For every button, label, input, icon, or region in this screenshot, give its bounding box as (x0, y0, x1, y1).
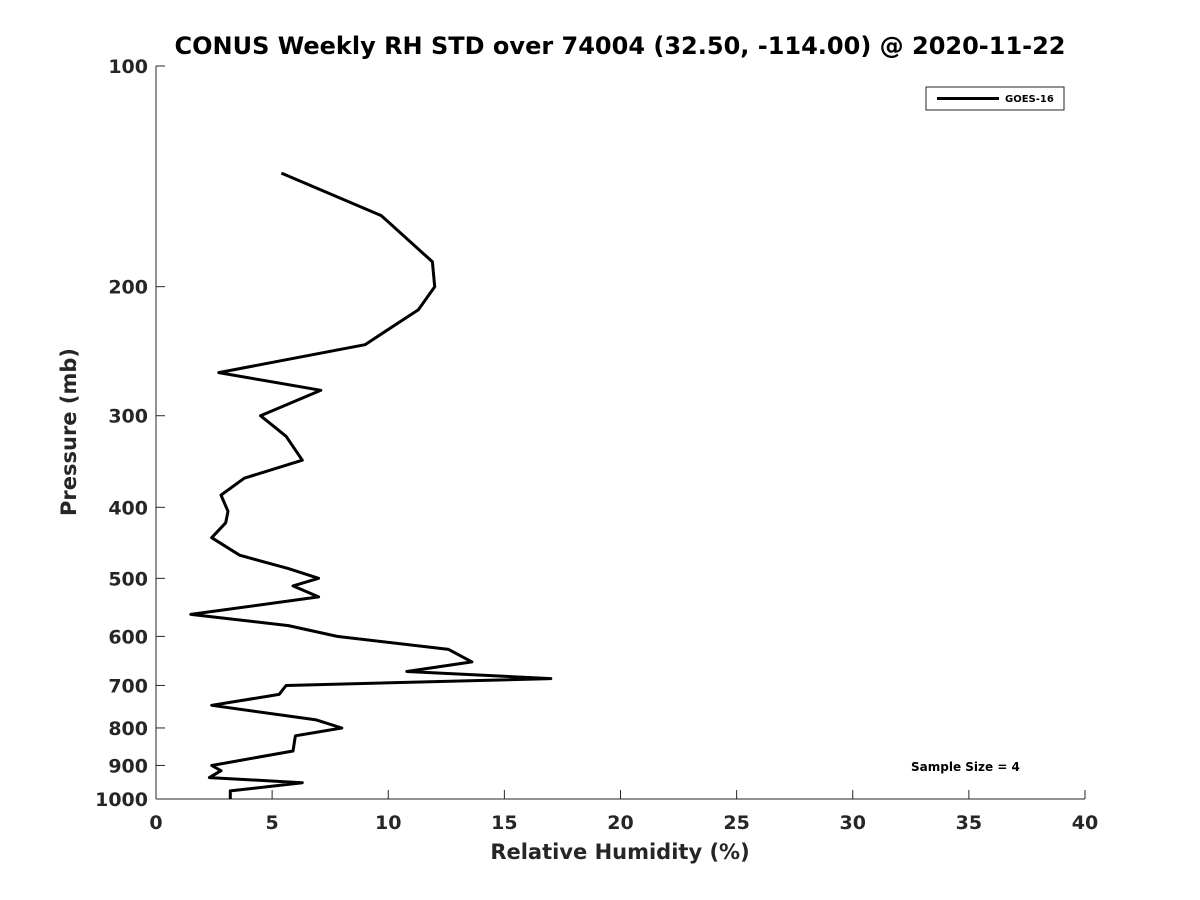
series-layer (189, 171, 553, 799)
x-tick-label: 25 (723, 812, 749, 834)
x-tick-label: 30 (840, 812, 866, 834)
sample-size-annotation: Sample Size = 4 (911, 760, 1020, 774)
y-axis-ticks: 100 200 300 400 500 600 700 800 900 1000 (95, 56, 165, 811)
x-tick-label: 10 (375, 812, 401, 834)
x-tick-label: 0 (149, 812, 162, 834)
x-axis-ticks: 0 5 10 15 20 25 30 35 40 (149, 790, 1098, 834)
legend: GOES-16 (925, 86, 1065, 111)
y-tick-label: 300 (108, 406, 148, 428)
x-axis-label: Relative Humidity (%) (490, 840, 749, 864)
x-tick-label: 35 (956, 812, 982, 834)
legend-label-goes-16: GOES-16 (1005, 94, 1054, 105)
y-tick-label: 700 (108, 675, 148, 697)
y-tick-label: 400 (108, 497, 148, 519)
y-tick-label: 1000 (95, 789, 148, 811)
y-tick-label: 900 (108, 755, 148, 777)
x-tick-label: 15 (491, 812, 517, 834)
x-tick-label: 20 (607, 812, 633, 834)
y-tick-label: 500 (108, 568, 148, 590)
series-line-goes-16 (189, 171, 553, 799)
y-tick-label: 600 (108, 626, 148, 648)
y-tick-label: 100 (108, 56, 148, 78)
y-axis-label: Pressure (mb) (57, 348, 81, 516)
plot-area (156, 66, 1085, 799)
y-tick-label: 800 (108, 718, 148, 740)
x-tick-label: 5 (266, 812, 279, 834)
y-tick-label: 200 (108, 277, 148, 299)
x-tick-label: 40 (1072, 812, 1098, 834)
chart-title: CONUS Weekly RH STD over 74004 (32.50, -… (174, 32, 1065, 60)
